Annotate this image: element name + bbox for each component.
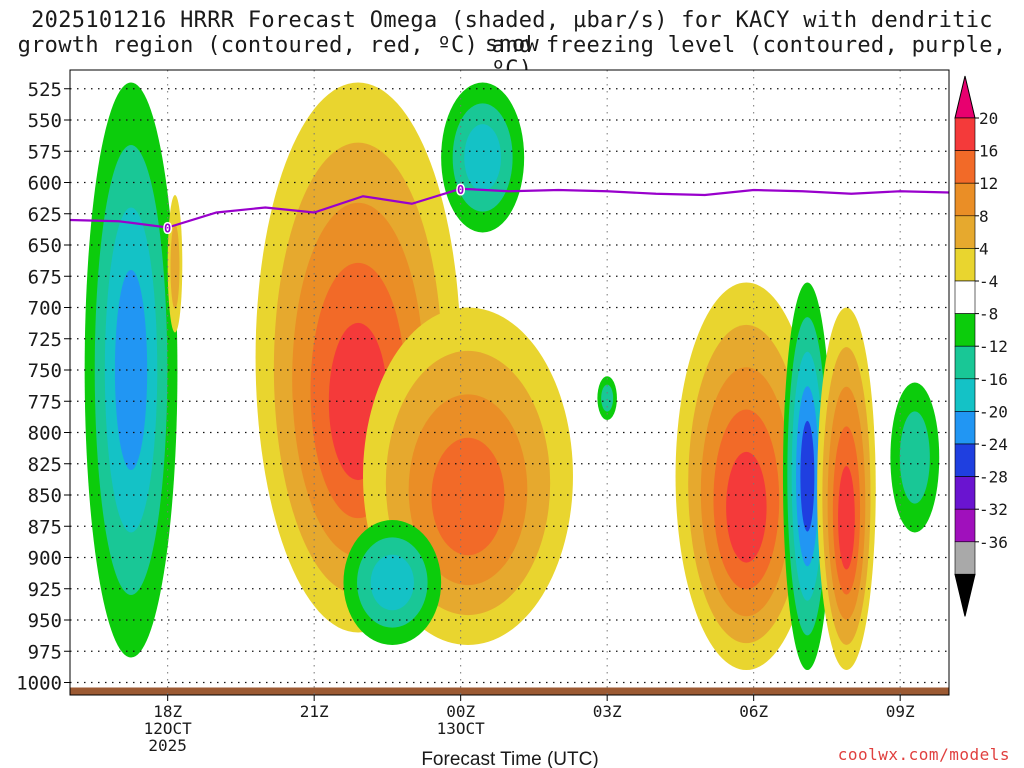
freezing-level: 00 (70, 181, 949, 237)
y-tick-label: 525 (28, 79, 62, 101)
colorbar-label: -32 (979, 500, 1008, 519)
omega-cell-7-level-1 (601, 384, 614, 412)
freezing-level-label: 0 (457, 183, 464, 197)
y-tick-label: 850 (28, 485, 62, 507)
colorbar-box-13 (954, 508, 976, 543)
y-tick-label: 925 (28, 579, 62, 601)
x-tick-label: 18Z (153, 702, 182, 721)
colorbar: 20 16 12 8 4 -4 -8 -12 -16 -20 -24 -28 -32 -36 (954, 75, 1008, 617)
colorbar-label: -36 (979, 533, 1008, 552)
plot-frame (69, 69, 950, 696)
y-tick-label: 650 (28, 235, 62, 257)
colorbar-box-10 (954, 411, 976, 445)
colorbar-box-5 (954, 248, 976, 282)
y-tick-label: 600 (28, 173, 62, 195)
y-tick-label: 975 (28, 641, 62, 663)
colorbar-box-2 (954, 150, 976, 184)
x-tick-label: 13OCT (437, 719, 486, 738)
credit-link[interactable]: coolwx.com/models (837, 745, 1010, 764)
x-tick-label: 09Z (886, 702, 915, 721)
x-axis-label: Forecast Time (UTC) (421, 749, 598, 768)
colorbar-label: -24 (979, 435, 1008, 454)
omega-cell-8-level-4 (800, 420, 815, 532)
colorbar-arrow-top (954, 75, 976, 119)
x-tick-label: 03Z (593, 702, 622, 721)
x-tick-label: 21Z (300, 702, 329, 721)
colorbar-box-3 (954, 182, 976, 217)
y-tick-label: 875 (28, 516, 62, 538)
freezing-level-label: 0 (164, 222, 171, 236)
x-tick-label: 00Z (446, 702, 475, 721)
colorbar-box-12 (954, 476, 976, 510)
colorbar-arrow-bottom (954, 573, 976, 617)
y-axis: 525 550 575 600 625 650 675 700 725 750 775 800 825 8… (16, 79, 70, 695)
y-tick-label: 625 (28, 204, 62, 226)
colorbar-box-9 (954, 378, 976, 412)
y-tick-label: 900 (28, 548, 62, 570)
colorbar-box-7 (954, 313, 976, 347)
colorbar-box-4 (954, 215, 976, 249)
freezing-level-line (70, 187, 949, 229)
colorbar-label: 12 (979, 174, 998, 193)
x-tick-label: 06Z (739, 702, 768, 721)
colorbar-label: -28 (979, 468, 1008, 487)
colorbar-box-11 (954, 443, 976, 477)
omega-cell-6-level-4 (726, 451, 767, 563)
ground-strip (70, 687, 949, 695)
colorbar-label: -16 (979, 370, 1008, 389)
colorbar-label: -20 (979, 402, 1008, 421)
colorbar-label: 20 (979, 109, 998, 128)
colorbar-box-6 (954, 280, 976, 314)
y-tick-label: 675 (28, 266, 62, 288)
colorbar-box-14 (954, 541, 976, 575)
omega-cell-3-level-3 (431, 437, 505, 556)
colorbar-label: -12 (979, 337, 1008, 356)
y-tick-label: 700 (28, 298, 62, 320)
chart-title-line2: growth region (contoured, red, ºC) and f… (17, 33, 1007, 82)
omega-cell-9-level-4 (838, 465, 855, 570)
omega-cell-4-level-2 (464, 124, 502, 191)
y-tick-label: 825 (28, 454, 62, 476)
y-tick-label: 1000 (16, 673, 62, 695)
omega-cell-10-level-1 (899, 411, 930, 504)
y-tick-label: 775 (28, 391, 62, 413)
omega-cell-0-level-3 (114, 270, 148, 470)
y-tick-label: 750 (28, 360, 62, 382)
x-tick-label: 2025 (148, 736, 187, 755)
chart-title-line1: 2025101216 HRRR Forecast Omega (shaded, … (31, 8, 993, 57)
colorbar-label: 8 (979, 207, 989, 226)
y-tick-label: 550 (28, 110, 62, 132)
colorbar-label: 16 (979, 142, 998, 161)
omega-cell-5-level-2 (370, 554, 415, 611)
y-tick-label: 800 (28, 423, 62, 445)
y-tick-label: 950 (28, 610, 62, 632)
x-tick-label: 12OCT (144, 719, 193, 738)
colorbar-box-1 (954, 117, 976, 151)
colorbar-label: -4 (979, 272, 998, 291)
colorbar-label: 4 (979, 239, 989, 258)
omega-shading (70, 82, 949, 695)
y-tick-label: 575 (28, 141, 62, 163)
y-tick-label: 725 (28, 329, 62, 351)
omega-cell-1-level-1 (170, 224, 180, 309)
colorbar-box-8 (954, 345, 976, 380)
colorbar-label: -8 (979, 305, 998, 324)
